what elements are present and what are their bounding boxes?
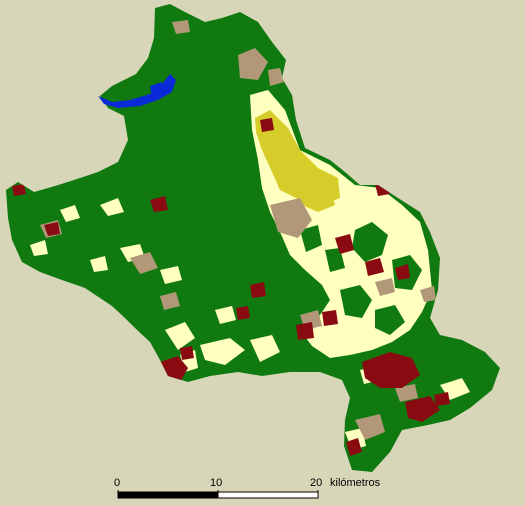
scale-unit-label: kilómetros	[330, 477, 381, 489]
urban-patch	[365, 258, 384, 276]
urban-patch	[335, 234, 354, 254]
olive-zone-2	[300, 188, 335, 212]
reservoir	[98, 74, 176, 108]
cropland-patch	[160, 266, 182, 284]
pasture-patch	[172, 20, 190, 34]
urban-patch	[434, 392, 450, 406]
cropland-patch	[60, 205, 80, 222]
forest-patch	[352, 222, 388, 262]
pasture-patch	[130, 252, 158, 274]
pasture-patch	[375, 278, 395, 296]
cropland-patch	[200, 338, 245, 365]
forest-patch	[340, 285, 372, 318]
reservoir-arm	[150, 82, 164, 96]
pasture-patch	[270, 198, 312, 238]
scale-tick-10: 10	[210, 477, 223, 489]
pasture-patch	[395, 384, 418, 402]
urban-patch	[405, 396, 440, 422]
urban-patch	[395, 264, 410, 280]
cropland-patch	[30, 240, 48, 256]
forest-patch	[300, 225, 322, 252]
cropland-patch	[215, 306, 236, 324]
forest-patch	[375, 305, 405, 335]
urban-patch	[150, 196, 168, 212]
urban-patch	[260, 118, 274, 132]
cropland-patch	[100, 198, 124, 216]
cropland-patch	[165, 322, 195, 350]
scale-tick-0: 0	[114, 477, 121, 489]
urban-patch	[362, 352, 420, 388]
urban-patch	[322, 310, 338, 326]
scale-bar	[117, 490, 319, 499]
forest-region	[6, 4, 500, 472]
urban-patch	[12, 184, 26, 196]
cropland-patch	[250, 96, 266, 112]
olive-zone	[255, 110, 340, 205]
cropland-patch	[250, 335, 280, 362]
scale-tick-20: 20	[310, 477, 323, 489]
urban-patch	[180, 346, 194, 360]
urban-patch	[346, 438, 362, 456]
urban-patch	[236, 306, 250, 320]
pasture-patch	[238, 48, 268, 80]
urban-patch	[250, 282, 266, 298]
pasture-patch	[160, 292, 180, 310]
urban-patch	[44, 222, 60, 236]
cropland-patch	[90, 256, 108, 272]
pasture-patch	[268, 68, 284, 86]
pasture-patch	[420, 286, 436, 302]
pasture-patch	[355, 414, 385, 440]
urban-patch	[296, 322, 314, 340]
